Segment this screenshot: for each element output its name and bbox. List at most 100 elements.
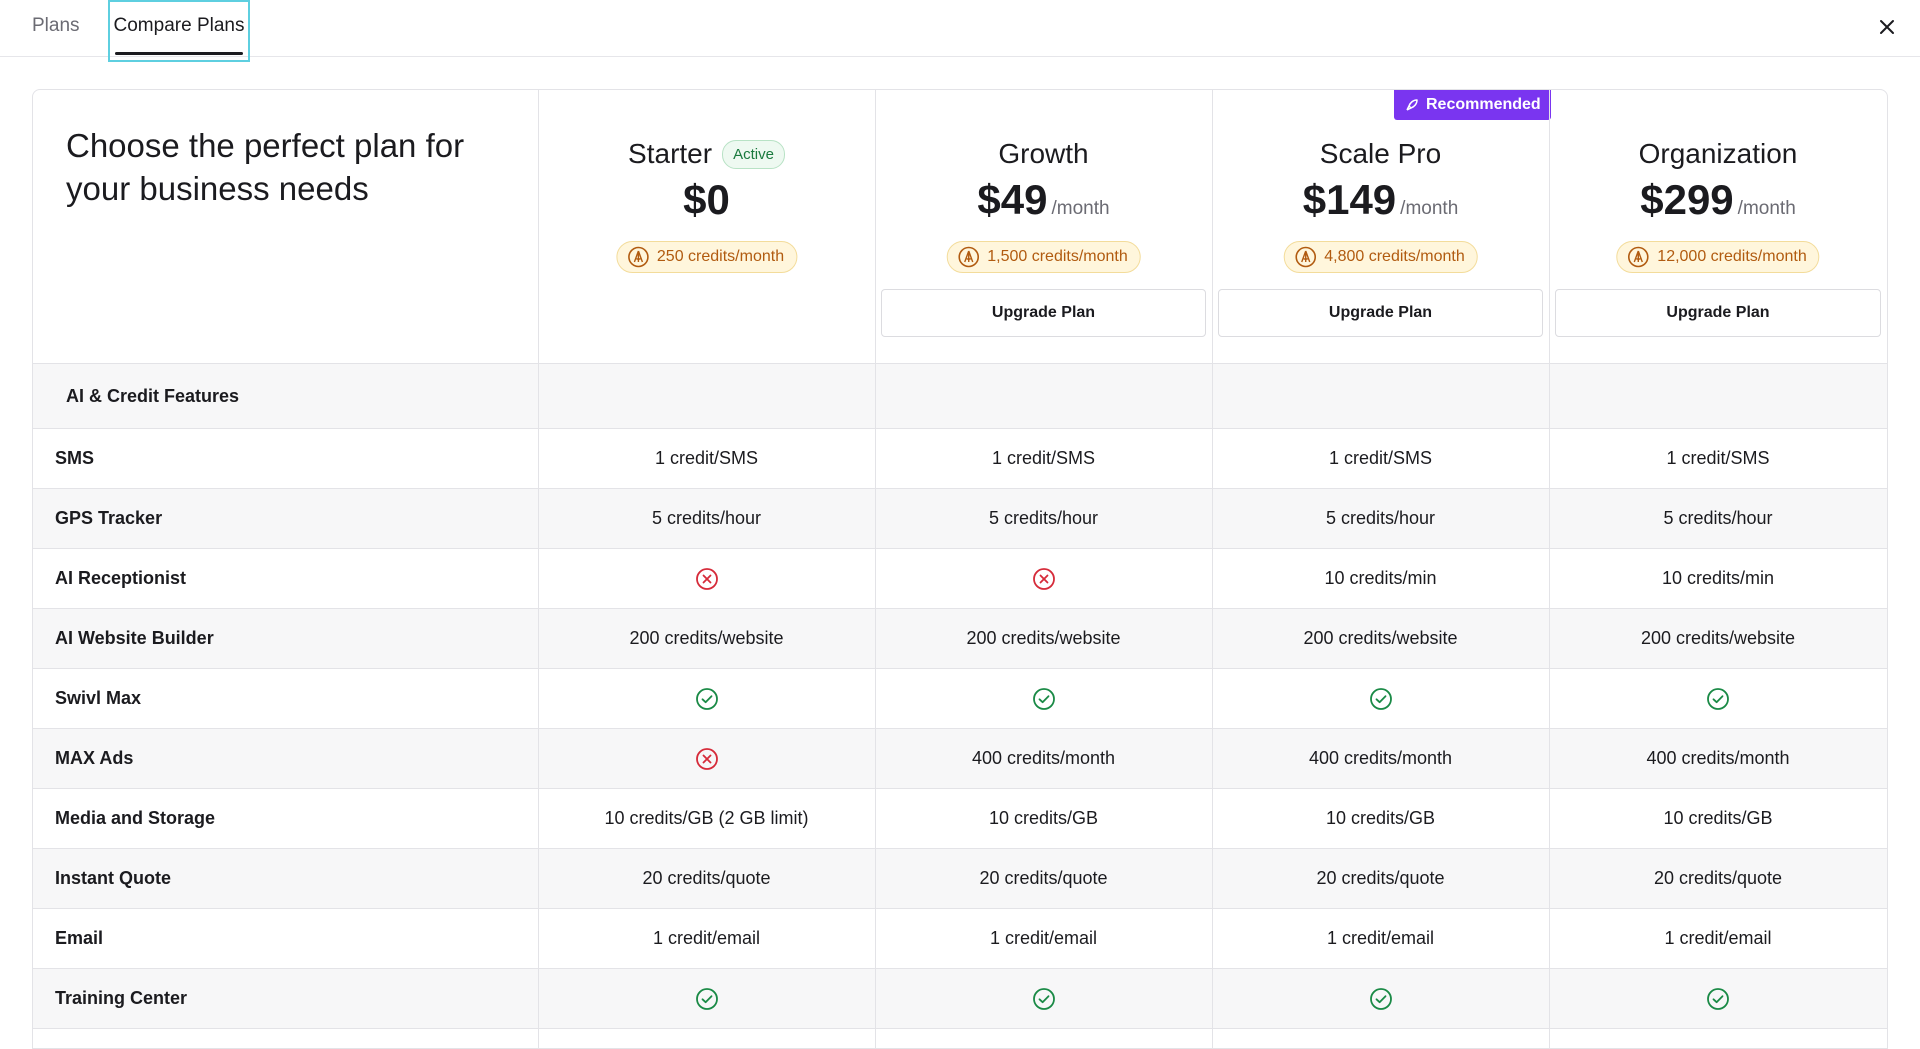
tab-plans[interactable]: Plans [32,15,80,36]
table-row: AI Receptionist 10 credits/min 10 credits/… [33,549,1887,609]
credits-pill: 250 credits/month [615,241,798,273]
table-cell: 20 credits/quote [1316,868,1445,888]
plan-starter: Starter Active $0 250 credits/month [538,90,875,364]
table-cell: 1 credit/email [1326,928,1435,948]
close-icon [1880,20,1894,34]
table-cell: 20 credits/quote [979,868,1108,888]
plans-header-row: Choose the perfect plan for your busines… [33,90,1887,364]
table-cell: 5 credits/hour [988,508,1099,528]
credit-coin-icon [627,246,649,268]
check-icon [875,969,1212,1028]
plan-price: $0 [683,176,730,223]
table-cell: 400 credits/month [1646,748,1790,768]
check-icon [1212,969,1549,1028]
price-period: /month [1737,198,1796,219]
table-cell: 5 credits/hour [1325,508,1436,528]
active-tab-underline [115,52,243,55]
table-cell: 400 credits/month [971,748,1116,768]
table-cell: 5 credits/hour [651,508,762,528]
table-cell: 1 credit/email [989,928,1098,948]
plan-price: $149 [1302,176,1397,223]
column-divider [875,90,876,1048]
table-row: SMS 1 credit/SMS 1 credit/SMS 1 credit/SMS 1… [33,429,1887,489]
feature-label: GPS Tracker [55,508,163,528]
rocket-icon [1404,97,1420,113]
check-icon [538,669,875,728]
credits-pill: 1,500 credits/month [946,241,1141,273]
table-row: Email 1 credit/email 1 credit/email 1 credi… [33,909,1887,969]
section-header: AI & Credit Features [33,364,1887,429]
table-row: Media and Storage 10 credits/GB (2 GB lim… [33,789,1887,849]
credits-amount: 1,500 credits/month [987,248,1128,265]
table-cell: 10 credits/min [1324,568,1437,588]
price-period: /month [1051,198,1110,219]
feature-label: AI Receptionist [55,568,187,588]
table-cell: 400 credits/month [1308,748,1453,768]
check-icon [875,669,1212,728]
table-row: GPS Tracker 5 credits/hour 5 credits/hour 5… [33,489,1887,549]
feature-label: Email [55,928,104,948]
credits-amount: 4,800 credits/month [1324,248,1465,265]
feature-label: AI Website Builder [55,628,214,648]
table-cell: 200 credits/website [1640,628,1796,648]
plan-name: Organization [1638,138,1798,169]
table-cell: 1 credit/email [1664,928,1772,948]
table-cell: 200 credits/website [629,628,784,648]
close-button[interactable] [1876,16,1898,38]
plan-scale-pro: Recommended Scale Pro $149 /month 4,800 … [1212,90,1551,364]
upgrade-plan-button[interactable]: Upgrade Plan [1218,289,1543,337]
credits-pill: 4,800 credits/month [1283,241,1478,273]
table-cell: 10 credits/GB [1325,808,1436,828]
credit-coin-icon [1294,246,1316,268]
recommended-badge: Recommended [1394,90,1551,120]
x-circle-icon [538,549,875,608]
credit-coin-icon [1627,246,1649,268]
price-period: /month [1400,198,1459,219]
table-cell: 1 credit/SMS [991,448,1096,468]
table-cell: 1 credit/email [652,928,761,948]
plan-comparison-table: Choose the perfect plan for your busines… [32,89,1888,1049]
check-icon [1212,669,1549,728]
credits-amount: 250 credits/month [656,248,785,265]
table-cell: 20 credits/quote [1653,868,1783,888]
plan-name: Scale Pro [1319,138,1442,169]
table-cell: 200 credits/website [966,628,1121,648]
plan-name: Growth [998,138,1089,169]
section-title: AI & Credit Features [66,386,240,406]
page-headline: Choose the perfect plan for your busines… [66,127,465,207]
column-divider [1212,90,1213,1048]
upgrade-plan-button[interactable]: Upgrade Plan [881,289,1206,337]
table-row: Training Center [33,969,1887,1029]
feature-label: MAX Ads [55,748,134,768]
table-cell: 200 credits/website [1303,628,1458,648]
column-divider [1549,90,1550,1048]
credits-amount: 12,000 credits/month [1657,248,1807,265]
table-cell: 5 credits/hour [1663,508,1773,528]
plan-price: $299 [1640,176,1734,223]
table-cell: 1 credit/SMS [1328,448,1433,468]
column-divider [538,90,539,1048]
plan-growth: Growth $49 /month 1,500 credits/month Up… [875,90,1212,364]
x-circle-icon [538,729,875,788]
tab-compare-plans[interactable]: Compare Plans [108,0,250,62]
feature-label: Training Center [55,988,188,1008]
check-icon [1549,969,1887,1028]
tab-bar: Plans Compare Plans [0,0,1920,62]
active-badge: Active [722,139,785,169]
table-cell: 10 credits/GB (2 GB limit) [604,808,809,828]
table-row: Swivl Max [33,669,1887,729]
feature-label: SMS [55,448,95,468]
table-cell: 20 credits/quote [642,868,771,888]
check-icon [1549,669,1887,728]
upgrade-plan-button[interactable]: Upgrade Plan [1555,289,1881,337]
table-cell: 10 credits/min [1661,568,1775,588]
plan-name: Starter [628,138,713,169]
tab-compare-plans-label: Compare Plans [113,15,245,36]
plan-organization: Organization $299 /month 12,000 credits/… [1549,90,1887,364]
plan-price: $49 [977,176,1048,223]
table-cell: 10 credits/GB [1663,808,1773,828]
feature-label: Instant Quote [55,868,171,888]
credits-pill: 12,000 credits/month [1616,241,1820,273]
table-cell: 1 credit/SMS [654,448,759,468]
x-circle-icon [875,549,1212,608]
